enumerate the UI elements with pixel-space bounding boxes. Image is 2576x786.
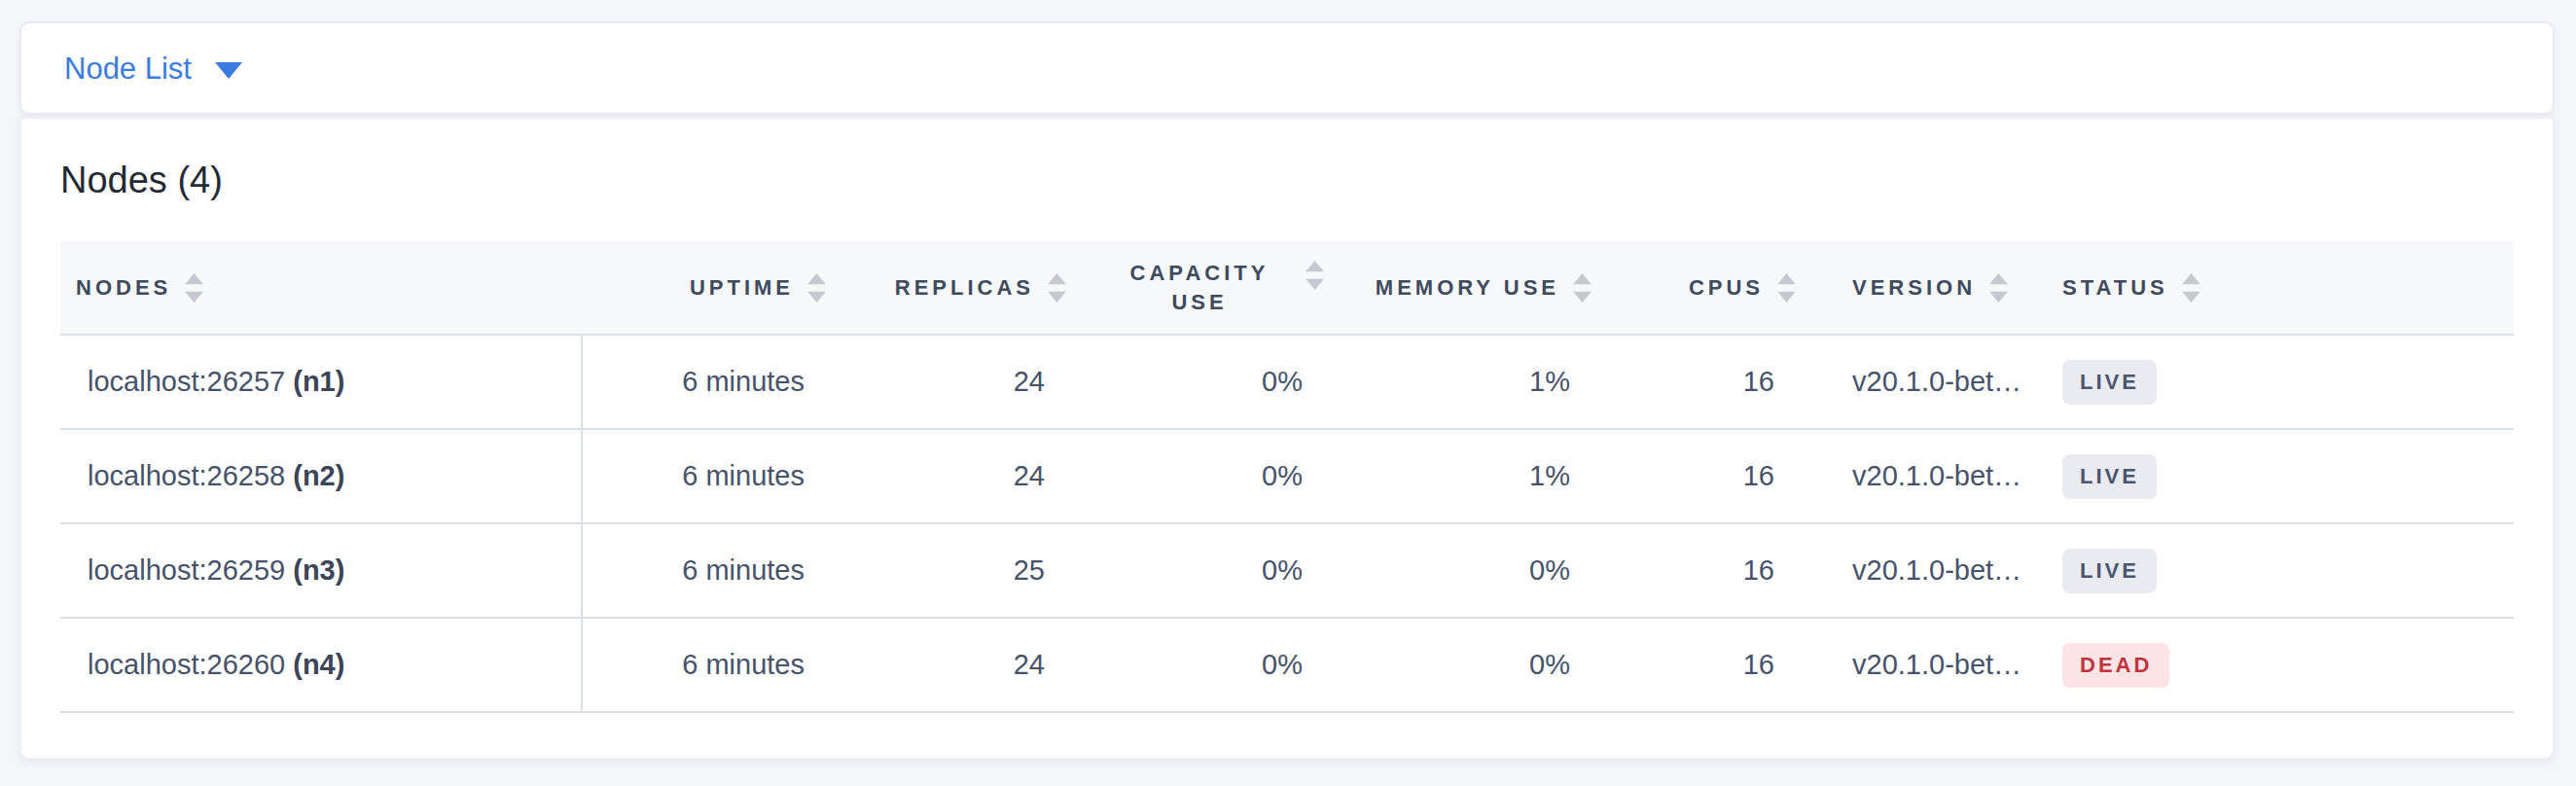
uptime-cell: 6 minutes	[582, 335, 840, 429]
node-list-dropdown[interactable]: Node List	[64, 54, 242, 84]
sort-icon	[1306, 261, 1324, 290]
version-cell: v20.1.0-bet…	[1809, 335, 2020, 429]
replicas-cell: 25	[840, 523, 1080, 618]
cpus-cell: 16	[1605, 429, 1809, 523]
uptime-cell: 6 minutes	[582, 523, 840, 618]
capacity-use-cell: 0%	[1080, 618, 1338, 712]
sort-icon	[1777, 273, 1796, 303]
sort-icon	[2182, 273, 2200, 303]
column-label: Uptime	[690, 275, 794, 301]
status-cell: LIVE	[2020, 335, 2514, 429]
capacity-use-cell: 0%	[1080, 429, 1338, 523]
column-header-nodes[interactable]: Nodes	[60, 241, 582, 335]
status-cell: LIVE	[2020, 523, 2514, 618]
status-badge: LIVE	[2062, 454, 2157, 499]
sort-icon	[807, 273, 826, 303]
node-id: (n2)	[293, 460, 344, 491]
sort-icon	[185, 273, 203, 303]
table-row: localhost:26257 (n1) 6 minutes 24 0% 1% …	[60, 335, 2514, 429]
column-header-cpus[interactable]: CPUs	[1605, 241, 1809, 335]
status-cell: DEAD	[2020, 618, 2514, 712]
column-label: Nodes	[76, 275, 171, 301]
node-id: (n4)	[293, 649, 344, 680]
column-label: CPUs	[1689, 275, 1764, 301]
version-cell: v20.1.0-bet…	[1809, 618, 2020, 712]
uptime-cell: 6 minutes	[582, 618, 840, 712]
table-row: localhost:26259 (n3) 6 minutes 25 0% 0% …	[60, 523, 2514, 618]
status-cell: LIVE	[2020, 429, 2514, 523]
cpus-cell: 16	[1605, 523, 1809, 618]
status-badge: LIVE	[2062, 360, 2157, 405]
cpus-cell: 16	[1605, 618, 1809, 712]
replicas-cell: 24	[840, 429, 1080, 523]
version-cell: v20.1.0-bet…	[1809, 523, 2020, 618]
memory-use-cell: 1%	[1338, 429, 1605, 523]
node-address: localhost:26257	[88, 366, 285, 397]
node-address-cell[interactable]: localhost:26260 (n4)	[60, 618, 582, 712]
node-list-dropdown-label: Node List	[64, 54, 192, 84]
replicas-cell: 24	[840, 335, 1080, 429]
status-badge: LIVE	[2062, 549, 2157, 593]
column-label: Memory Use	[1376, 275, 1559, 301]
sort-icon	[1989, 273, 2008, 303]
replicas-cell: 24	[840, 618, 1080, 712]
memory-use-cell: 1%	[1338, 335, 1605, 429]
cpus-cell: 16	[1605, 335, 1809, 429]
status-badge: DEAD	[2062, 643, 2169, 688]
nodes-card: Nodes (4) Nodes Uptime	[19, 117, 2555, 760]
table-row: localhost:26260 (n4) 6 minutes 24 0% 0% …	[60, 618, 2514, 712]
node-id: (n3)	[293, 554, 344, 586]
column-header-memory-use[interactable]: Memory Use	[1338, 241, 1605, 335]
column-header-replicas[interactable]: Replicas	[840, 241, 1080, 335]
memory-use-cell: 0%	[1338, 618, 1605, 712]
node-address: localhost:26258	[88, 460, 285, 491]
caret-down-icon	[215, 62, 242, 79]
capacity-use-cell: 0%	[1080, 523, 1338, 618]
sort-icon	[1048, 273, 1066, 303]
uptime-cell: 6 minutes	[582, 429, 840, 523]
version-cell: v20.1.0-bet…	[1809, 429, 2020, 523]
node-address-cell[interactable]: localhost:26258 (n2)	[60, 429, 582, 523]
column-header-uptime[interactable]: Uptime	[582, 241, 840, 335]
column-header-version[interactable]: Version	[1809, 241, 2020, 335]
node-address-cell[interactable]: localhost:26259 (n3)	[60, 523, 582, 618]
nodes-table: Nodes Uptime Replicas	[60, 241, 2514, 713]
column-label: Status	[2062, 275, 2168, 301]
column-label: Version	[1852, 275, 1976, 301]
node-address-cell[interactable]: localhost:26257 (n1)	[60, 335, 582, 429]
column-label: Replicas	[895, 275, 1034, 301]
column-header-status[interactable]: Status	[2020, 241, 2514, 335]
page-title: Nodes (4)	[60, 158, 2514, 202]
memory-use-cell: 0%	[1338, 523, 1605, 618]
capacity-use-cell: 0%	[1080, 335, 1338, 429]
node-address: localhost:26260	[88, 649, 285, 680]
node-id: (n1)	[293, 366, 344, 397]
sort-icon	[1573, 273, 1592, 303]
column-header-capacity-use[interactable]: Capacity Use	[1080, 241, 1338, 335]
view-selector-bar: Node List	[19, 21, 2555, 115]
column-label: Capacity Use	[1107, 259, 1292, 317]
table-row: localhost:26258 (n2) 6 minutes 24 0% 1% …	[60, 429, 2514, 523]
table-header-row: Nodes Uptime Replicas	[60, 241, 2514, 335]
node-address: localhost:26259	[88, 554, 285, 586]
